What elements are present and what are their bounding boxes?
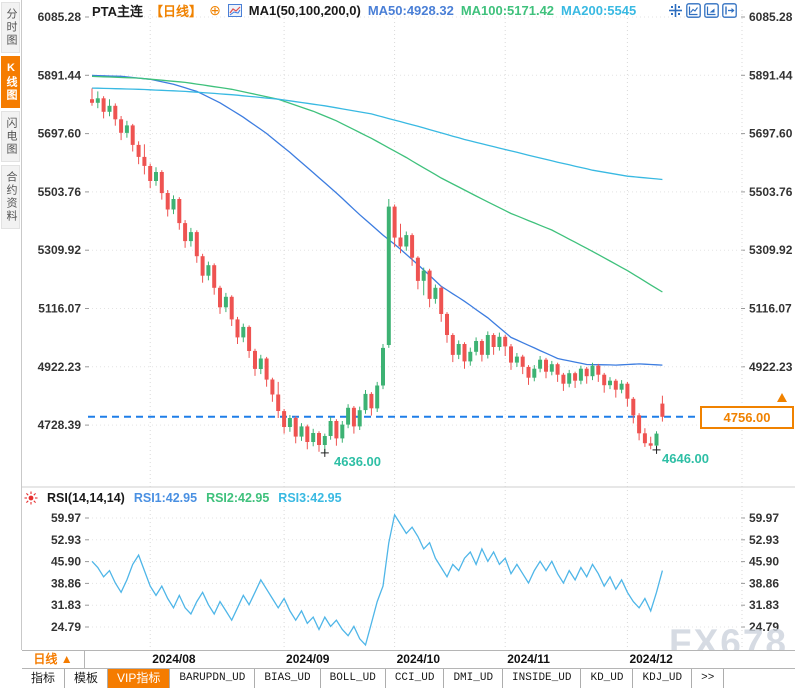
- rsi-axis-label: 45.90: [749, 555, 779, 569]
- rsi-axis-label: 45.90: [51, 555, 81, 569]
- rsi-axis-label: 38.86: [749, 576, 779, 590]
- y-axis-label: 5503.76: [749, 185, 793, 199]
- ma-line-MA50: [91, 74, 663, 366]
- rsi-axis-label: 52.93: [51, 533, 81, 547]
- y-axis-label: 5309.92: [749, 243, 793, 257]
- bottom-tab-4[interactable]: BARUPDN_UD: [170, 669, 256, 688]
- y-axis-label: 5116.07: [749, 302, 792, 316]
- bottom-tab-3[interactable]: VIP指标: [108, 669, 171, 688]
- y-axis-label: 5697.60: [38, 127, 82, 141]
- x-axis-label: 2024/08: [152, 652, 196, 666]
- ma200-value: MA200:5545: [561, 3, 637, 18]
- low-marker-label: 4636.00: [334, 454, 381, 469]
- bottom-tab-10[interactable]: KD_UD: [581, 669, 634, 688]
- ma-chart-icon[interactable]: [227, 4, 242, 17]
- pane-expand-icon[interactable]: [722, 3, 737, 18]
- rsi-axis-label: 24.79: [51, 620, 81, 634]
- x-axis-label: 2024/10: [396, 652, 441, 666]
- bottom-tab-9[interactable]: INSIDE_UD: [503, 669, 582, 688]
- sidebar-tab-2[interactable]: K线图: [1, 56, 20, 108]
- ma-line-MA200: [91, 87, 663, 181]
- bottom-tab-11[interactable]: KDJ_UD: [633, 669, 693, 688]
- chart-toolbar: [668, 3, 737, 18]
- rsi-pane-header: RSI(14,14,14) RSI1:42.95 RSI2:42.95 RSI3…: [24, 491, 342, 505]
- rsi-line: [91, 513, 664, 647]
- time-axis-row: 日线 ▲ 2024/08 2024/09 2024/10 2024/11 2024/12: [22, 650, 795, 669]
- sidebar-tab-4[interactable]: 合约资料: [1, 165, 20, 229]
- y-axis-label: 5309.92: [38, 243, 82, 257]
- bottom-tab-8[interactable]: DMI_UD: [444, 669, 504, 688]
- bottom-tab-7[interactable]: CCI_UD: [386, 669, 445, 688]
- ma50-value: MA50:4928.32: [367, 3, 454, 18]
- bottom-tab-2[interactable]: 模板: [65, 669, 109, 688]
- rsi-axis-label: 31.83: [51, 598, 81, 612]
- y-axis-label: 4728.39: [38, 418, 82, 432]
- rsi-axis-label: 59.97: [51, 511, 81, 525]
- indicator-tabs-bar: 指标 模板 VIP指标 BARUPDN_UD BIAS_UD BOLL_UD CCI_UD D…: [22, 669, 795, 688]
- rsi-axis-label: 31.83: [749, 598, 779, 612]
- y-axis-label: 6085.28: [38, 10, 82, 24]
- sidebar-tab-3[interactable]: 闪电图: [1, 111, 20, 162]
- bottom-tab-1[interactable]: 指标: [22, 669, 66, 688]
- last-price-label: 4756.00: [700, 406, 794, 429]
- bottom-tab-5[interactable]: BIAS_UD: [255, 669, 321, 688]
- period-label: 【日线】: [150, 4, 203, 19]
- ma-settings-label: MA1(50,100,200,0): [248, 3, 361, 18]
- indicator-settings-icon[interactable]: [24, 491, 38, 505]
- price-up-arrow: [777, 393, 787, 402]
- rsi-axis-label: 38.86: [51, 576, 81, 590]
- chart-type-sidebar: 分时图 K线图闪电图合约资料: [0, 0, 22, 650]
- symbol-title: PTA主连: [92, 4, 144, 19]
- rsi3-value: RSI3:42.95: [278, 491, 342, 505]
- x-axis-label: 2024/11: [507, 652, 550, 666]
- bottom-tab-6[interactable]: BOLL_UD: [321, 669, 386, 688]
- y-axis-label: 4922.23: [749, 360, 793, 374]
- rsi2-value: RSI2:42.95: [206, 491, 270, 505]
- crosshair-icon[interactable]: [668, 3, 683, 18]
- y-axis-label: 5116.07: [38, 302, 81, 316]
- add-indicator-icon[interactable]: ⊕: [209, 2, 221, 18]
- chart-play-icon[interactable]: [704, 3, 719, 18]
- x-axis-label: 2024/12: [629, 652, 673, 666]
- y-axis-label: 5697.60: [749, 127, 793, 141]
- y-axis-label: 5891.44: [38, 68, 82, 82]
- low-marker-label: 4646.00: [662, 451, 709, 466]
- sidebar-tab-1[interactable]: 分时图: [1, 2, 20, 53]
- y-axis-label: 6085.28: [749, 10, 793, 24]
- y-axis-label: 4922.23: [38, 360, 82, 374]
- rsi-axis-label: 24.79: [749, 620, 779, 634]
- ma100-value: MA100:5171.42: [460, 3, 555, 18]
- axis-chart-icon[interactable]: [686, 3, 701, 18]
- rsi-settings-label: RSI(14,14,14): [47, 491, 125, 505]
- y-axis-label: 5503.76: [38, 185, 82, 199]
- y-axis-label: 5891.44: [749, 68, 793, 82]
- bottom-tab-12[interactable]: >>: [692, 669, 725, 688]
- ma-line-MA100: [91, 75, 663, 293]
- x-axis-label: 2024/09: [286, 652, 330, 666]
- period-selector[interactable]: 日线 ▲: [22, 651, 85, 668]
- rsi-axis-label: 59.97: [749, 511, 779, 525]
- chart-header: PTA主连 【日线】 ⊕ MA1(50,100,200,0) MA50:4928…: [92, 2, 637, 19]
- rsi1-value: RSI1:42.95: [133, 491, 198, 505]
- rsi-axis-label: 52.93: [749, 533, 779, 547]
